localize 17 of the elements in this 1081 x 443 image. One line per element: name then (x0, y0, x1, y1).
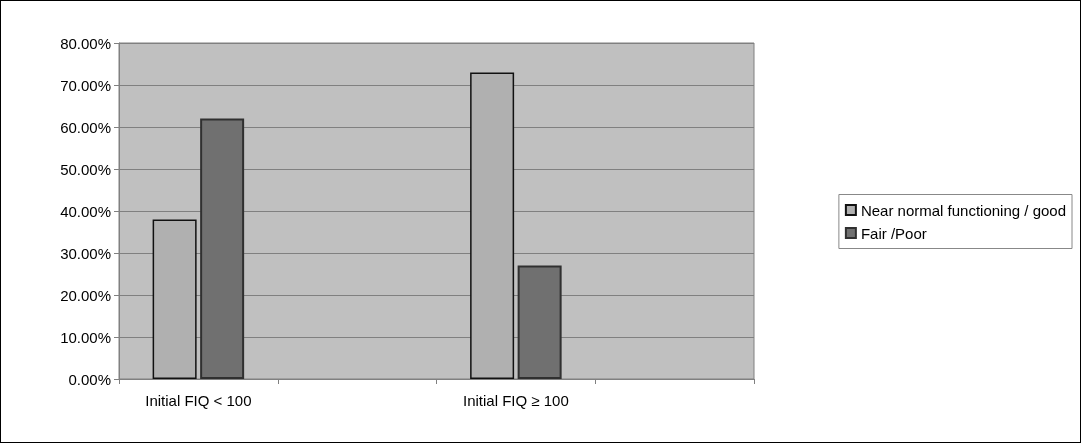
y-tick-label: 10.00% (60, 328, 111, 346)
y-tick-label: 80.00% (60, 34, 111, 52)
bar (200, 118, 245, 379)
legend-label: Fair /Poor (860, 224, 927, 242)
y-tick-label: 20.00% (60, 286, 111, 304)
y-tick-label: 50.00% (60, 160, 111, 178)
x-tick-label: Initial FIQ ≥ 100 (462, 392, 569, 409)
bar (152, 219, 197, 379)
y-tick-label: 30.00% (60, 244, 111, 262)
y-tick-label: 0.00% (68, 370, 111, 388)
y-tick-label: 70.00% (60, 76, 111, 94)
legend-label: Near normal functioning / good (860, 201, 1066, 219)
bar (470, 72, 515, 379)
y-tick-label: 60.00% (60, 118, 111, 136)
y-tick-label: 40.00% (60, 202, 111, 220)
x-tick-label: Initial FIQ < 100 (145, 392, 252, 409)
bar (517, 265, 562, 379)
